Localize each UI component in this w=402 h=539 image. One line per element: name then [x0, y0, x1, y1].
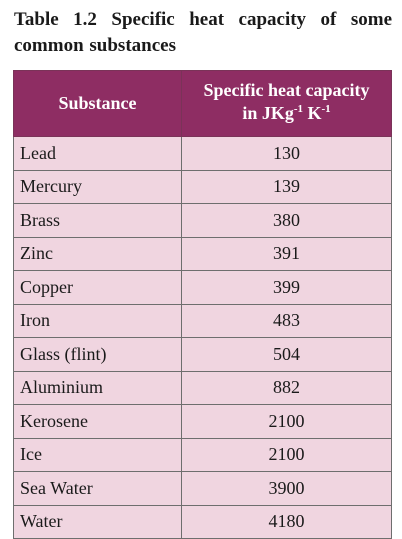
- unit-exponent-k: -1: [321, 103, 331, 115]
- substance-cell: Zinc: [13, 236, 182, 271]
- column-header-specific-heat: Specific heat capacity in JKg-1 K-1: [181, 70, 392, 137]
- specific-heat-table: Substance Specific heat capacity in JKg-…: [13, 70, 392, 539]
- table-body: Lead 130 Mercury 139 Brass 380 Zinc 391 Copper 39…: [13, 136, 392, 539]
- table-row: Water 4180: [13, 504, 392, 539]
- table-row: Iron 483: [13, 303, 392, 338]
- specific-heat-value-cell: 3900: [181, 471, 392, 506]
- substance-cell: Kerosene: [13, 404, 182, 439]
- table-row: Aluminium 882: [13, 370, 392, 405]
- table-row: Lead 130: [13, 136, 392, 171]
- specific-heat-value-cell: 130: [181, 136, 392, 171]
- specific-heat-value-cell: 139: [181, 169, 392, 204]
- column-header-specific-heat-line2: in JKg-1 K-1: [182, 102, 391, 128]
- substance-cell: Copper: [13, 270, 182, 305]
- substance-cell: Brass: [13, 203, 182, 238]
- specific-heat-value-cell: 391: [181, 236, 392, 271]
- unit-kelvin: K: [303, 103, 322, 123]
- table-caption: Table 1.2 Specific heat capacity of some…: [14, 9, 392, 56]
- table-row: Brass 380: [13, 203, 392, 238]
- specific-heat-value-cell: 380: [181, 203, 392, 238]
- substance-cell: Iron: [13, 303, 182, 338]
- table-row: Ice 2100: [13, 437, 392, 472]
- unit-prefix: in JKg: [242, 103, 294, 123]
- table-row: Sea Water 3900: [13, 471, 392, 506]
- specific-heat-value-cell: 2100: [181, 404, 392, 439]
- column-header-specific-heat-line1: Specific heat capacity: [203, 80, 370, 100]
- specific-heat-value-cell: 483: [181, 303, 392, 338]
- table-row: Glass (flint) 504: [13, 337, 392, 372]
- table-row: Copper 399: [13, 270, 392, 305]
- specific-heat-value-cell: 4180: [181, 504, 392, 539]
- unit-exponent-kg: -1: [293, 103, 303, 115]
- table-row: Mercury 139: [13, 169, 392, 204]
- specific-heat-value-cell: 399: [181, 270, 392, 305]
- substance-cell: Ice: [13, 437, 182, 472]
- substance-cell: Aluminium: [13, 370, 182, 405]
- substance-cell: Sea Water: [13, 471, 182, 506]
- specific-heat-value-cell: 2100: [181, 437, 392, 472]
- specific-heat-value-cell: 882: [181, 370, 392, 405]
- table-row: Kerosene 2100: [13, 404, 392, 439]
- specific-heat-value-cell: 504: [181, 337, 392, 372]
- substance-cell: Lead: [13, 136, 182, 171]
- table-header-row: Substance Specific heat capacity in JKg-…: [13, 70, 392, 137]
- substance-cell: Glass (flint): [13, 337, 182, 372]
- column-header-substance: Substance: [13, 70, 182, 137]
- substance-cell: Mercury: [13, 169, 182, 204]
- substance-cell: Water: [13, 504, 182, 539]
- table-row: Zinc 391: [13, 236, 392, 271]
